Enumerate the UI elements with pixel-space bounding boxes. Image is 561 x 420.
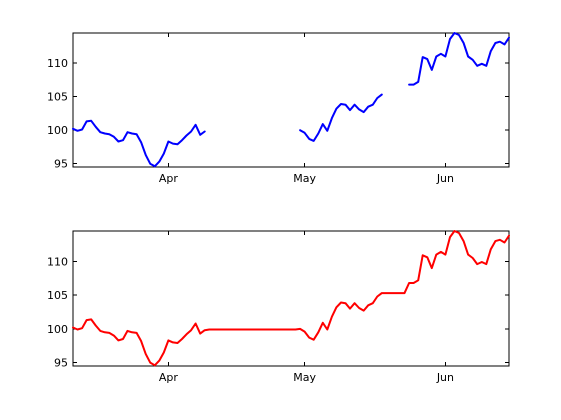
y-tick-label: 110 bbox=[47, 255, 68, 268]
y-tick-label: 100 bbox=[47, 124, 68, 137]
y-tick-label: 105 bbox=[47, 91, 68, 104]
y-tick-label: 105 bbox=[47, 289, 68, 302]
subplot-1: 95 100 105 110 Apr May Jun bbox=[47, 32, 510, 185]
x-tick-label: Apr bbox=[159, 172, 179, 185]
y-tick-label: 100 bbox=[47, 323, 68, 336]
axes-frame bbox=[72, 32, 510, 168]
axes-frame bbox=[72, 230, 510, 367]
series-line-segment-2 bbox=[299, 93, 383, 142]
y-tick-label: 95 bbox=[54, 158, 68, 171]
x-tick-label: Jun bbox=[436, 371, 454, 384]
x-tick-label: May bbox=[293, 371, 316, 384]
y-tick-label: 110 bbox=[47, 57, 68, 70]
x-tick-label: Jun bbox=[436, 172, 454, 185]
series-line-segment-1 bbox=[72, 119, 206, 168]
x-tick-label: Apr bbox=[159, 371, 179, 384]
y-tick-label: 95 bbox=[54, 357, 68, 370]
series-line-segment-1 bbox=[72, 230, 510, 367]
x-tick-label: May bbox=[293, 172, 316, 185]
subplot-2: 95 100 105 110 Apr May Jun bbox=[47, 230, 510, 384]
series-line-segment-3 bbox=[408, 32, 510, 86]
